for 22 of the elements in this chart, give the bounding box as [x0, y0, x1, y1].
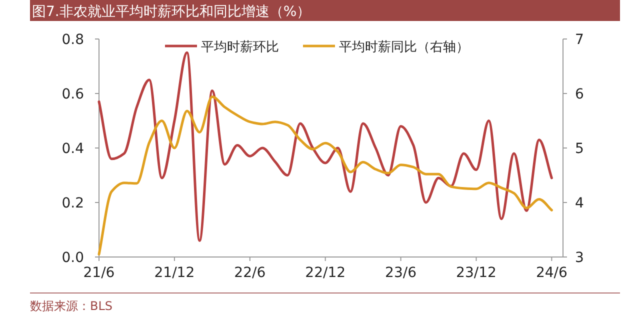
legend-label: 平均时薪同比（右轴） [339, 40, 469, 55]
x-tick-label: 22/12 [305, 265, 346, 281]
y2-tick-label: 3 [575, 250, 584, 266]
legend-label: 平均时薪环比 [201, 40, 279, 55]
x-tick-label: 23/12 [456, 265, 496, 281]
x-tick-label: 21/12 [154, 265, 195, 281]
y2-tick-label: 5 [575, 141, 584, 157]
y-tick-label: 0.6 [62, 86, 84, 102]
x-tick-label: 21/6 [83, 265, 115, 281]
x-tick-label: 22/6 [234, 265, 266, 281]
chart-title: 图7.非农就业平均时薪环比和同比增速（%） [32, 4, 311, 20]
y-tick-label: 0.2 [62, 196, 84, 212]
x-tick-label: 23/6 [385, 265, 417, 281]
y-tick-label: 0.4 [62, 141, 84, 157]
y2-tick-label: 7 [575, 32, 584, 48]
y2-tick-label: 4 [575, 196, 584, 212]
x-tick-label: 24/6 [536, 265, 568, 281]
source-note: 数据来源：BLS [30, 299, 113, 313]
line-series [98, 96, 553, 256]
y-tick-label: 0.8 [62, 32, 84, 48]
y-tick-label: 0.0 [62, 250, 84, 266]
y2-tick-label: 6 [575, 86, 584, 102]
